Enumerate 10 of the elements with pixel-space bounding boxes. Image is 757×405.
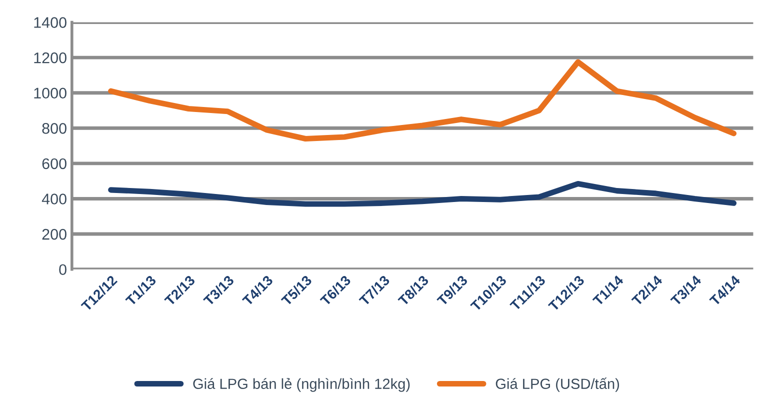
legend-label: Giá LPG bán lẻ (nghìn/bình 12kg) (193, 378, 410, 392)
legend-label: Giá LPG (USD/tấn) (496, 378, 620, 392)
y-tick-label: 600 (42, 158, 66, 170)
y-tick-label: 800 (42, 123, 66, 134)
y-tick-label: 400 (42, 194, 66, 204)
y-tick-label: 0 (59, 264, 66, 276)
y-tick-label: 1000 (34, 88, 66, 99)
y-tick-label: 200 (42, 228, 66, 240)
y-tick-label: 1400 (34, 17, 66, 28)
y-tick-label: 1200 (34, 52, 66, 64)
